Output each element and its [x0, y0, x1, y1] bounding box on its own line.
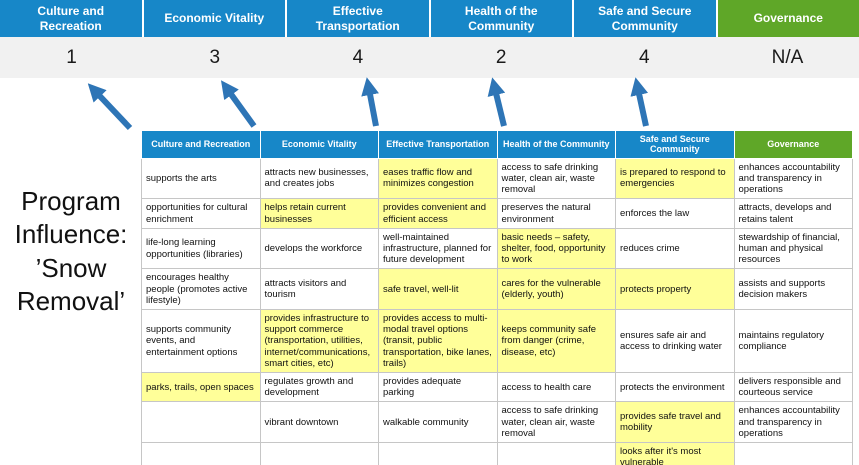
pillar-header-1: Economic Vitality [143, 0, 285, 37]
pillar-score-strip: 1 3 4 2 4 N/A [0, 37, 859, 78]
matrix-cell: opportunities for cultural enrichment [141, 198, 261, 229]
matrix-cell [141, 401, 261, 443]
up-arrow-icon [361, 77, 379, 127]
matrix-cell [496, 441, 616, 465]
matrix-cell: regulates growth and development [259, 371, 379, 403]
matrix-body: supports the arts attracts new businesses… [141, 157, 853, 465]
matrix-cell: keeps community safe from danger (crime,… [496, 308, 616, 373]
matrix-cell: vibrant downtown [259, 401, 379, 443]
matrix-cell: is prepared to respond to emergencies [615, 157, 735, 200]
matrix-cell: life-long learning opportunities (librar… [141, 227, 261, 270]
matrix-cell: provides convenient and efficient access [378, 198, 498, 229]
matrix-row-3: encourages healthy people (promotes acti… [141, 268, 853, 310]
matrix-cell: provides safe travel and mobility [615, 401, 735, 443]
matrix-cell: access to safe drinking water, clean air… [496, 401, 616, 443]
matrix-cell: parks, trails, open spaces [141, 371, 261, 403]
matrix-cell: walkable community [378, 401, 498, 443]
matrix-cell: access to health care [496, 371, 616, 403]
pillar-score-5: N/A [771, 46, 804, 68]
matrix-cell: safe travel, well-lit [378, 268, 498, 310]
pillar-header-0: Culture and Recreation [0, 0, 142, 37]
matrix-cell: protects property [615, 268, 735, 310]
matrix-cell [141, 441, 261, 465]
matrix-cell: access to safe drinking water, clean air… [496, 157, 616, 200]
matrix-cell: attracts, develops and retains talent [733, 198, 853, 229]
matrix-row-5: parks, trails, open spaces regulates grow… [141, 371, 853, 403]
matrix-cell: supports the arts [141, 157, 261, 200]
matrix-row-2: life-long learning opportunities (librar… [141, 227, 853, 270]
matrix-header-0: Culture and Recreation [141, 130, 261, 159]
matrix-cell: basic needs – safety, shelter, food, opp… [496, 227, 616, 270]
matrix-row-7: looks after it's most vulnerable [141, 441, 853, 465]
matrix-cell: encourages healthy people (promotes acti… [141, 268, 261, 310]
matrix-cell: enhances accountability and transparency… [733, 157, 853, 200]
matrix-cell: develops the workforce [259, 227, 379, 270]
page-title: Program Influence: ’Snow Removal’ [14, 186, 128, 316]
matrix-cell: provides access to multi-modal travel op… [378, 308, 498, 373]
matrix-header-4: Safe and Secure Community [615, 130, 735, 159]
influence-matrix: Culture and Recreation Economic Vitality E… [141, 130, 853, 465]
matrix-row-1: opportunities for cultural enrichment hel… [141, 198, 853, 229]
pillar-score-0: 1 [66, 46, 77, 68]
matrix-row-0: supports the arts attracts new businesses… [141, 157, 853, 200]
matrix-cell [378, 441, 498, 465]
matrix-cell: preserves the natural environment [496, 198, 616, 229]
matrix-header-5: Governance [733, 130, 853, 159]
up-arrow-icon [220, 80, 257, 128]
matrix-cell: protects the environment [615, 371, 735, 403]
matrix-cell: looks after it's most vulnerable [615, 441, 735, 465]
matrix-header-row: Culture and Recreation Economic Vitality E… [141, 130, 853, 159]
matrix-cell: attracts new businesses, and creates job… [259, 157, 379, 200]
pillar-header-3: Health of the Community [430, 0, 572, 37]
matrix-cell: well-maintained infrastructure, planned … [378, 227, 498, 270]
matrix-cell: delivers responsible and courteous servi… [733, 371, 853, 403]
matrix-cell: eases traffic flow and minimizes congest… [378, 157, 498, 200]
matrix-cell: supports community events, and entertain… [141, 308, 261, 373]
score-arrows [87, 77, 649, 131]
matrix-cell: cares for the vulnerable (elderly, youth… [496, 268, 616, 310]
pillar-score-4: 4 [638, 46, 650, 68]
matrix-cell [733, 441, 853, 465]
up-arrow-icon [630, 77, 649, 127]
up-arrow-icon [487, 77, 507, 127]
matrix-cell: ensures safe air and access to drinking … [615, 308, 735, 373]
matrix-cell: provides adequate parking [378, 371, 498, 403]
matrix-header-1: Economic Vitality [259, 130, 379, 159]
pillar-header-5: Governance [717, 0, 859, 37]
matrix-row-6: vibrant downtown walkable community access… [141, 401, 853, 443]
pillar-header-4: Safe and Secure Community [574, 0, 716, 37]
matrix-cell: helps retain current businesses [259, 198, 379, 229]
matrix-cell [259, 441, 379, 465]
matrix-row-4: supports community events, and entertain… [141, 308, 853, 373]
pillar-banner: Culture and Recreation Economic Vitality E… [0, 0, 859, 37]
matrix-cell: attracts visitors and tourism [259, 268, 379, 310]
pillar-header-2: Effective Transportation [287, 0, 429, 37]
matrix-header-2: Effective Transportation [378, 130, 498, 159]
matrix-cell: stewardship of financial, human and phys… [733, 227, 853, 270]
pillar-score-3: 2 [495, 46, 507, 68]
pillar-score-2: 4 [352, 46, 364, 68]
matrix-header-3: Health of the Community [496, 130, 616, 159]
up-arrow-icon [87, 83, 133, 131]
pillar-score-1: 3 [209, 46, 221, 68]
matrix-cell: assists and supports decision makers [733, 268, 853, 310]
matrix-cell: reduces crime [615, 227, 735, 270]
matrix-cell: maintains regulatory compliance [733, 308, 853, 373]
matrix-cell: enforces the law [615, 198, 735, 229]
matrix-cell: enhances accountability and transparency… [733, 401, 853, 443]
matrix-cell: provides infrastructure to support comme… [259, 308, 379, 373]
